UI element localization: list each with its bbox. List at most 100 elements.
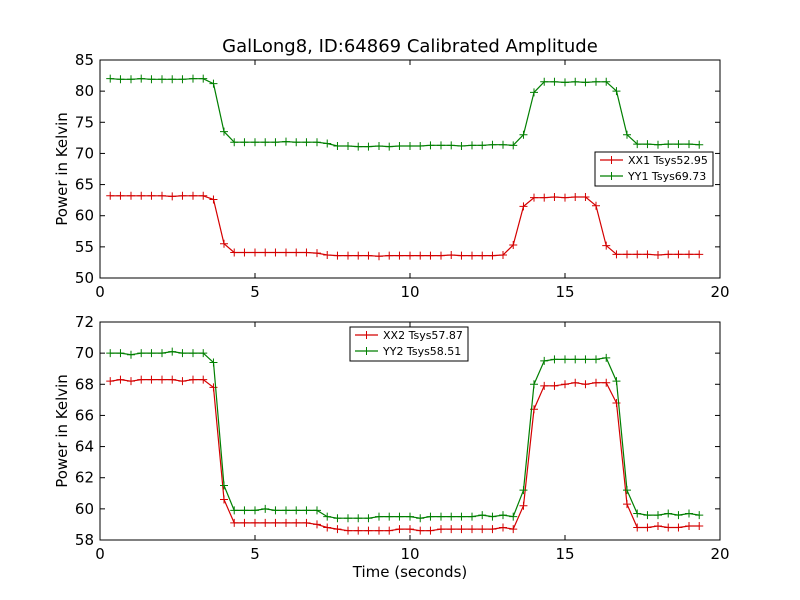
- data-point: [478, 251, 487, 260]
- data-point: [385, 526, 394, 535]
- data-point: [199, 349, 208, 358]
- data-point: [333, 514, 342, 523]
- data-point: [674, 140, 683, 149]
- data-point: [385, 251, 394, 260]
- data-point: [261, 518, 270, 527]
- data-point: [550, 381, 559, 390]
- data-point: [271, 506, 280, 515]
- data-point: [643, 511, 652, 520]
- data-point: [158, 75, 166, 84]
- data-point: [313, 249, 321, 258]
- x-tick-label: 5: [250, 545, 260, 563]
- data-point: [323, 512, 332, 521]
- data-point: [550, 355, 559, 364]
- data-point: [509, 141, 518, 150]
- data-point: [240, 248, 249, 257]
- data-point: [364, 526, 373, 535]
- data-point: [530, 380, 538, 389]
- data-point: [561, 78, 569, 87]
- data-point: [509, 512, 518, 521]
- data-point: [499, 511, 507, 520]
- y-tick-label: 55: [75, 238, 94, 256]
- series-line-yy2: [110, 350, 700, 519]
- data-point: [116, 349, 125, 358]
- data-point: [519, 486, 528, 495]
- data-point: [385, 512, 394, 521]
- data-point: [209, 195, 218, 204]
- data-point: [220, 127, 228, 136]
- data-point: [571, 77, 580, 86]
- data-point: [550, 77, 559, 86]
- data-point: [447, 141, 456, 150]
- data-point: [654, 511, 662, 520]
- data-point: [426, 512, 435, 521]
- data-point: [364, 142, 373, 151]
- data-point: [344, 514, 352, 523]
- data-point: [364, 251, 373, 260]
- data-point: [478, 525, 487, 534]
- data-point: [137, 191, 146, 200]
- data-point: [540, 193, 549, 202]
- data-point: [457, 251, 466, 260]
- data-point: [468, 512, 476, 521]
- data-point: [354, 142, 363, 151]
- legend-entry: YY1 Tsys69.73: [627, 170, 706, 183]
- legend-marker: [607, 156, 616, 164]
- legend-box: [349, 326, 469, 362]
- data-point: [344, 141, 352, 150]
- data-point: [220, 481, 228, 490]
- data-point: [664, 250, 673, 259]
- x-tick-label: 20: [710, 283, 729, 301]
- data-point: [292, 518, 301, 527]
- data-point: [509, 525, 518, 534]
- data-point: [292, 248, 301, 257]
- data-point: [178, 349, 187, 358]
- data-point: [230, 138, 239, 147]
- data-point: [540, 381, 549, 390]
- data-point: [695, 140, 704, 149]
- data-point: [271, 248, 280, 257]
- data-point: [333, 251, 342, 260]
- data-point: [189, 74, 197, 83]
- data-point: [354, 251, 363, 260]
- legend-entry: XX1 Tsys52.95: [628, 154, 708, 167]
- y-tick-label: 65: [75, 176, 94, 194]
- data-point: [230, 518, 239, 527]
- data-point: [199, 191, 208, 200]
- data-point: [426, 526, 435, 535]
- plot-frame: [99, 59, 721, 279]
- x-tick-label: 20: [710, 545, 729, 563]
- data-point: [137, 375, 146, 384]
- x-axis-label: Time (seconds): [352, 563, 468, 581]
- data-point: [416, 141, 425, 150]
- data-point: [189, 349, 197, 358]
- data-point: [437, 512, 445, 521]
- data-point: [592, 201, 600, 210]
- data-point: [633, 250, 642, 259]
- y-tick-label: 60: [75, 500, 94, 518]
- data-point: [623, 500, 631, 509]
- data-point: [488, 525, 497, 534]
- data-point: [106, 349, 115, 358]
- data-point: [581, 355, 590, 364]
- data-point: [344, 251, 352, 260]
- data-point: [158, 191, 166, 200]
- data-point: [251, 506, 259, 515]
- data-point: [220, 239, 228, 248]
- data-point: [674, 250, 683, 259]
- data-point: [158, 349, 166, 358]
- series-line-xx2: [110, 378, 700, 532]
- data-point: [416, 526, 425, 535]
- data-point: [354, 514, 363, 523]
- data-point: [457, 525, 466, 534]
- data-point: [571, 378, 580, 387]
- data-point: [633, 523, 642, 532]
- data-point: [581, 193, 590, 202]
- data-point: [437, 141, 445, 150]
- data-point: [695, 250, 704, 259]
- data-point: [147, 75, 156, 84]
- x-tick-label: 15: [555, 283, 574, 301]
- data-point: [457, 512, 466, 521]
- y-tick-label: 60: [75, 207, 94, 225]
